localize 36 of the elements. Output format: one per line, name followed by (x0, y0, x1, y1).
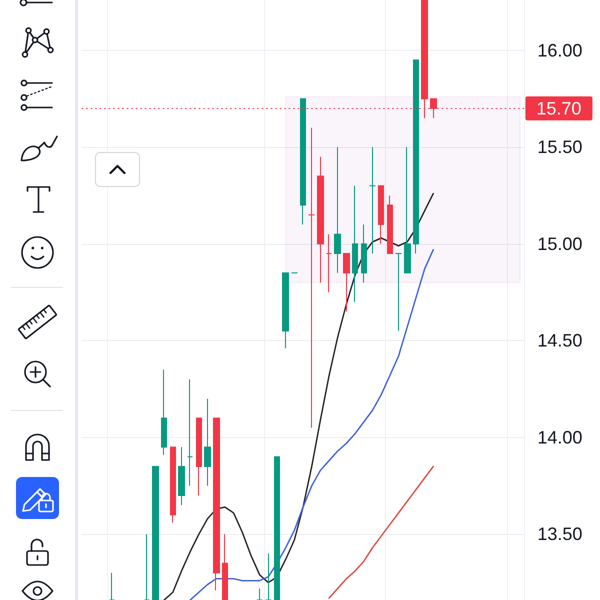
y-tick-label: 15.00 (537, 234, 582, 254)
candlestick (404, 146, 411, 274)
candlestick (369, 146, 376, 254)
candlestick (222, 534, 228, 600)
candlestick (274, 456, 280, 600)
candlestick (308, 127, 315, 428)
candlestick (387, 194, 393, 254)
candlestick (334, 146, 341, 274)
candlestick (300, 98, 306, 226)
candlestick (196, 418, 202, 496)
y-tick-label: 16.00 (537, 40, 582, 60)
candlestick (352, 185, 358, 302)
candlestick (204, 398, 211, 486)
candlestick (282, 272, 289, 349)
candlestick (161, 369, 167, 456)
candlestick (213, 418, 220, 591)
line-series (163, 192, 434, 600)
ref-line-label: 15.70 (536, 98, 582, 118)
line-series (190, 248, 434, 600)
candlestick (326, 234, 332, 293)
y-tick-label: 13.50 (537, 524, 582, 544)
line-series (328, 466, 434, 599)
candlestick (395, 253, 402, 332)
candlestick (178, 446, 185, 506)
candlestick (361, 224, 367, 284)
candlestick (170, 446, 176, 524)
candlestick (378, 185, 384, 244)
candlestick (317, 156, 324, 284)
candlestick (343, 253, 350, 312)
y-tick-label: 14.00 (537, 427, 582, 448)
y-tick-label: 14.50 (537, 330, 582, 351)
collapse-button[interactable] (95, 152, 140, 187)
y-tick-label: 15.50 (537, 137, 582, 158)
candlestick (187, 378, 193, 486)
candlestick (413, 60, 419, 254)
candlestick (152, 466, 159, 600)
